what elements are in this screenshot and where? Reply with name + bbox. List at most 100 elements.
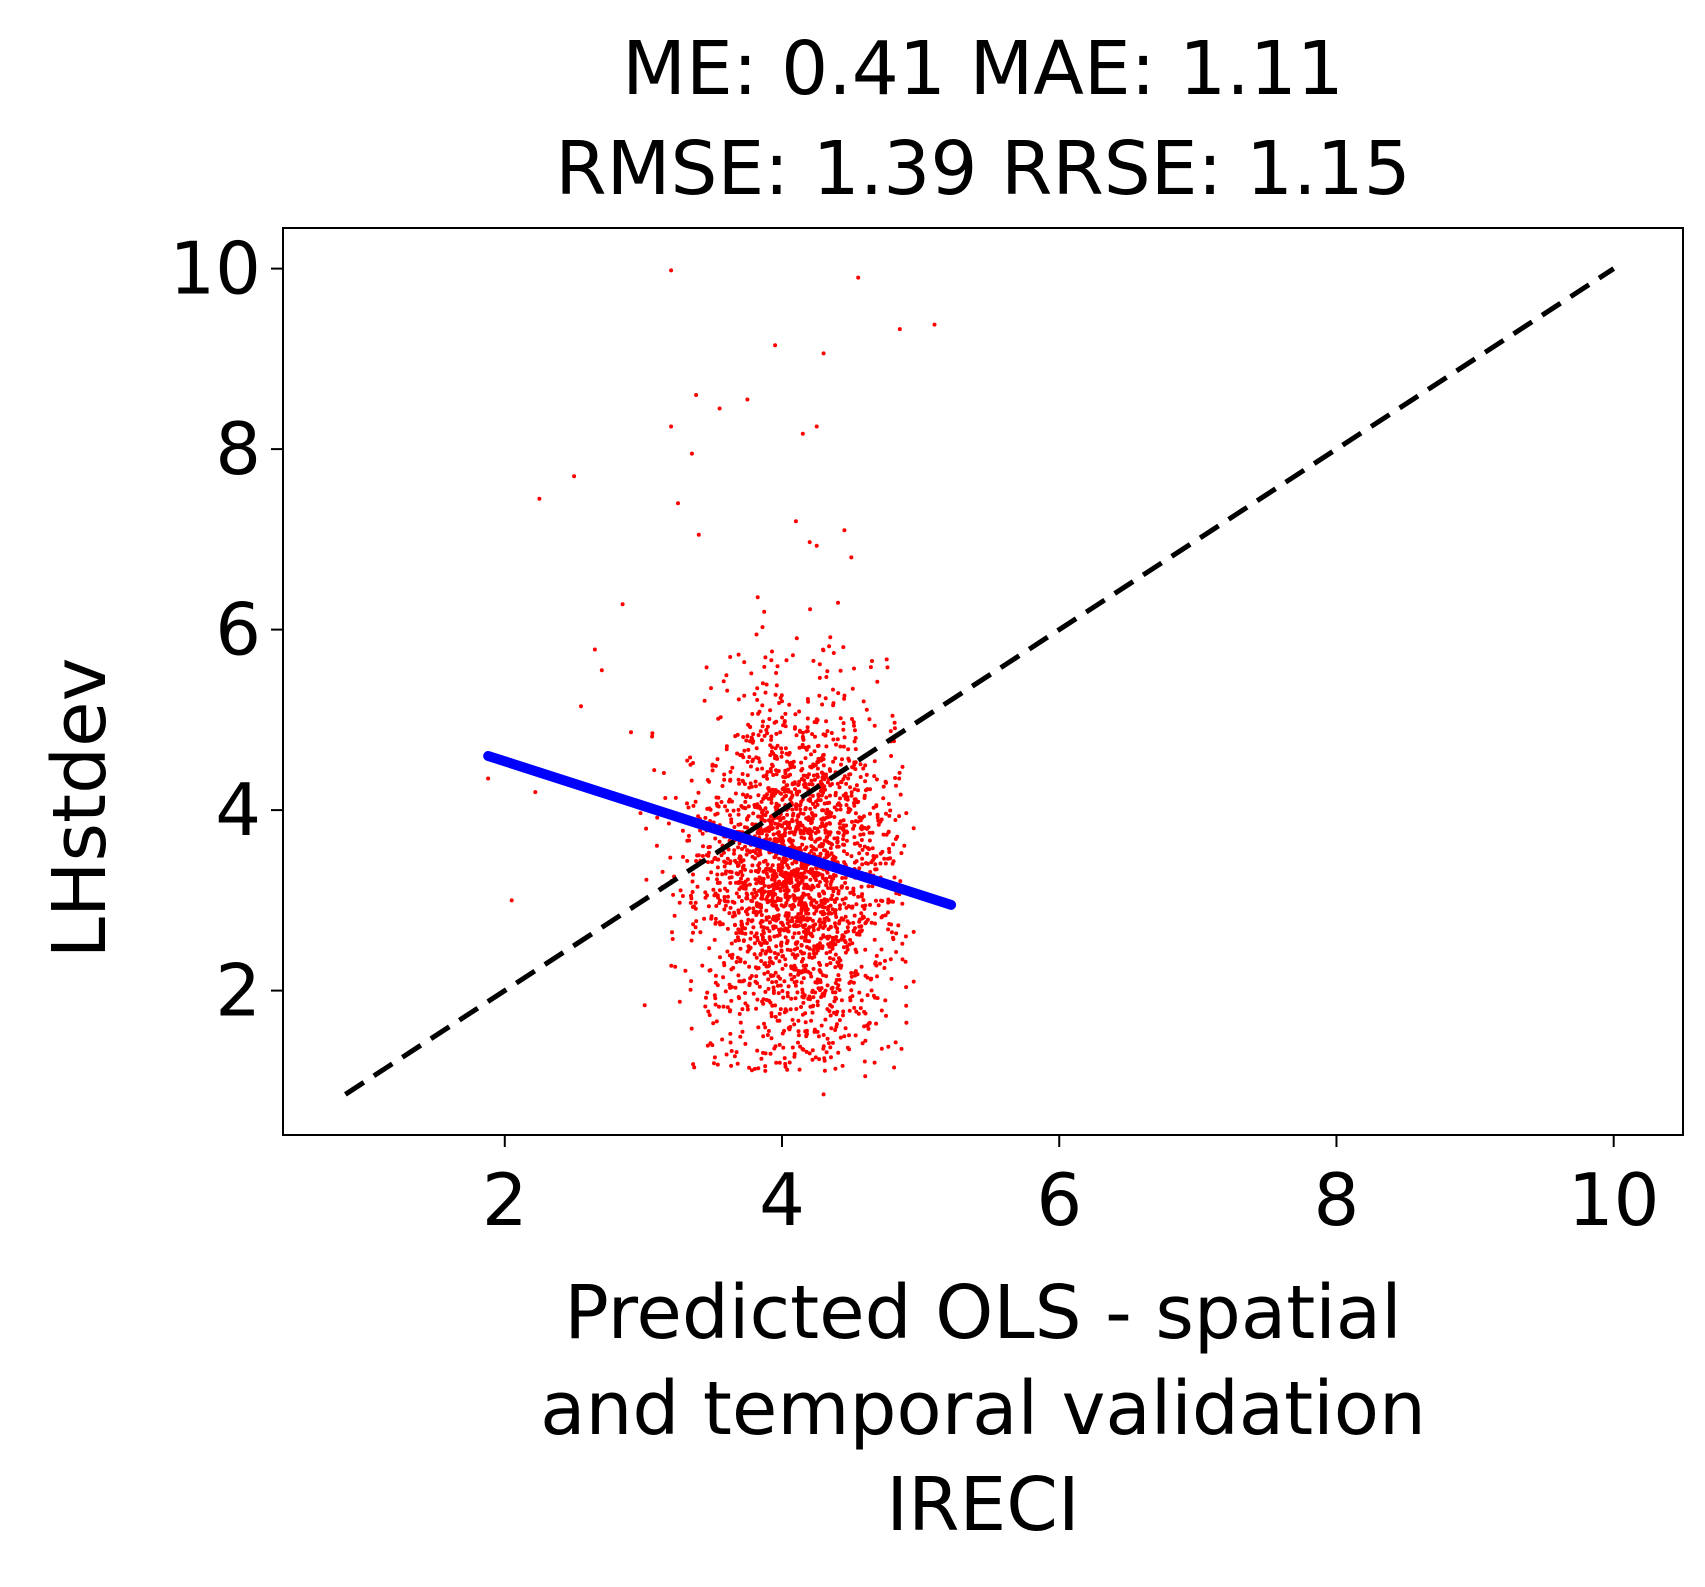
scatter-point (840, 884, 844, 889)
scatter-point (810, 793, 815, 798)
scatter-point (841, 721, 846, 726)
scatter-point (752, 952, 757, 957)
scatter-point (777, 856, 782, 861)
scatter-point (893, 1040, 898, 1045)
scatter-point (782, 789, 787, 794)
scatter-point (894, 931, 899, 936)
scatter-point (884, 811, 888, 816)
scatter-point (833, 756, 838, 761)
scatter-point-outlier (821, 1092, 826, 1097)
scatter-point (793, 996, 798, 1001)
scatter-point (803, 902, 808, 907)
scatter-point (689, 778, 694, 783)
scatter-point (858, 818, 863, 823)
scatter-point (711, 887, 716, 892)
scatter-point (835, 840, 840, 845)
scatter-point (738, 1034, 743, 1039)
scatter-point (759, 932, 764, 937)
scatter-point (838, 744, 843, 749)
scatter-point (801, 891, 806, 896)
scatter-point (768, 767, 773, 771)
scatter-point (791, 952, 796, 957)
scatter-point (845, 852, 850, 856)
scatter-point (747, 882, 752, 887)
scatter-point (746, 917, 751, 922)
scatter-point (766, 884, 771, 889)
scatter-point (671, 892, 676, 897)
scatter-point (849, 974, 854, 979)
scatter-point (785, 897, 790, 902)
scatter-point (764, 998, 769, 1002)
scatter-point (840, 1063, 845, 1068)
scatter-point (831, 687, 835, 692)
scatter-point (763, 795, 768, 800)
scatter-point (765, 828, 770, 833)
scatter-point (707, 946, 712, 951)
scatter-point (743, 886, 748, 891)
scatter-point (729, 985, 734, 989)
scatter-point (773, 1003, 778, 1008)
scatter-point (900, 901, 905, 906)
scatter-point (799, 935, 804, 940)
scatter-point (857, 917, 862, 922)
scatter-point (756, 877, 761, 882)
scatter-point (847, 758, 852, 763)
scatter-point (815, 1029, 820, 1034)
scatter-point (721, 679, 726, 684)
scatter-point (761, 928, 766, 933)
scatter-point (768, 708, 773, 713)
scatter-point (767, 947, 772, 952)
scatter-point (787, 1027, 792, 1032)
scatter-point (660, 869, 665, 874)
scatter-point (770, 961, 775, 966)
scatter-point (779, 746, 784, 751)
scatter-point (719, 800, 724, 804)
plot-frame (282, 227, 1684, 1136)
scatter-point (723, 903, 728, 908)
scatter-point (771, 773, 776, 777)
scatter-point (812, 1029, 817, 1034)
scatter-point (838, 668, 843, 673)
scatter-point (738, 946, 743, 951)
scatter-point (787, 924, 792, 929)
scatter-point (804, 865, 808, 870)
scatter-point (888, 808, 893, 813)
scatter-point (760, 703, 765, 708)
scatter-point (799, 777, 804, 781)
scatter-point (888, 729, 893, 734)
scatter-point (819, 903, 824, 908)
scatter-point-outlier (849, 555, 854, 560)
scatter-point (796, 923, 801, 928)
scatter-point (763, 1068, 768, 1073)
scatter-point (730, 899, 735, 904)
scatter-point (736, 807, 741, 812)
scatter-point (726, 894, 730, 899)
scatter-point (818, 910, 823, 915)
scatter-point-outlier (599, 668, 604, 673)
scatter-point (771, 988, 776, 993)
scatter-point (774, 671, 779, 675)
scatter-point (817, 662, 822, 667)
scatter-point (759, 887, 764, 892)
scatter-point (760, 937, 765, 942)
scatter-point (799, 871, 803, 876)
scatter-point (848, 890, 853, 895)
scatter-point (736, 995, 741, 999)
scatter-point (851, 892, 856, 897)
scatter-point (858, 1006, 863, 1011)
scatter-point (742, 782, 747, 786)
scatter-point (817, 1057, 822, 1062)
scatter-point (814, 908, 819, 913)
scatter-point (842, 1034, 847, 1039)
scatter-point (756, 829, 761, 834)
scatter-point (873, 862, 878, 867)
scatter-point (811, 885, 816, 890)
scatter-point (800, 987, 805, 992)
scatter-point (799, 768, 804, 773)
scatter-point (774, 772, 779, 777)
scatter-point-outlier (694, 393, 699, 397)
scatter-point (809, 752, 813, 757)
scatter-point (688, 755, 693, 760)
scatter-point (705, 1043, 710, 1048)
scatter-point (798, 811, 803, 816)
